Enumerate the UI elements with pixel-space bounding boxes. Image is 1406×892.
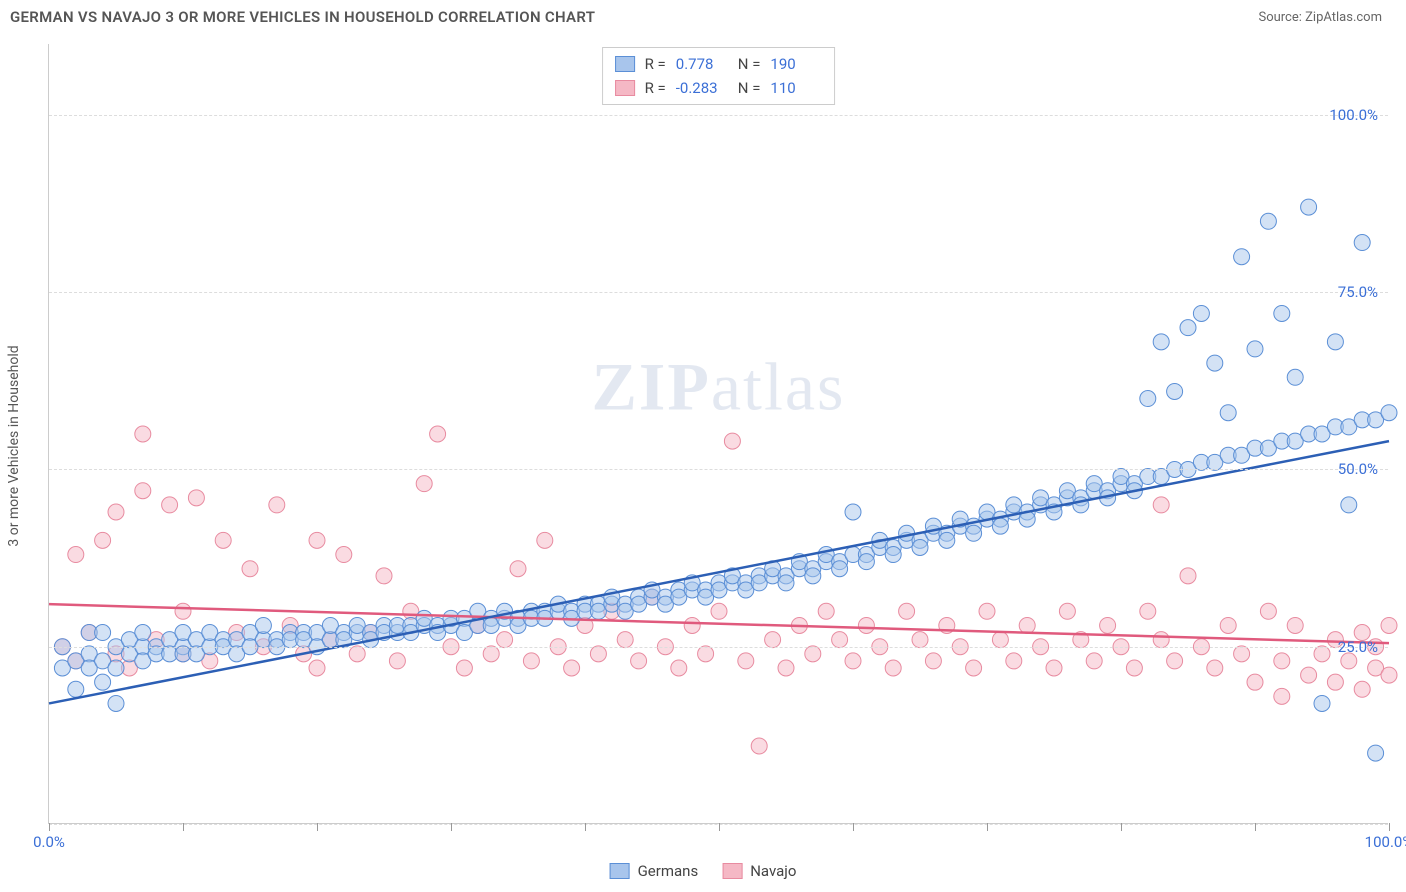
- y-tick-label: 100.0%: [1329, 106, 1378, 124]
- swatch-germans-icon: [610, 863, 630, 879]
- stats-row-germans: R = 0.778 N = 190: [615, 52, 823, 76]
- y-axis-label: 3 or more Vehicles in Household: [6, 345, 22, 546]
- legend-bottom: Germans Navajo: [610, 862, 797, 880]
- x-tick-label: 100.0%: [1365, 833, 1406, 851]
- y-tick-label: 50.0%: [1338, 460, 1378, 478]
- y-tick-label: 25.0%: [1338, 638, 1378, 656]
- swatch-navajo-icon: [722, 863, 742, 879]
- swatch-navajo: [615, 80, 635, 96]
- source-attribution: Source: ZipAtlas.com: [1258, 10, 1382, 25]
- legend-item-germans: Germans: [610, 862, 699, 880]
- chart-title: GERMAN VS NAVAJO 3 OR MORE VEHICLES IN H…: [10, 8, 595, 26]
- y-tick-label: 75.0%: [1338, 283, 1378, 301]
- x-tick-label: 0.0%: [33, 833, 65, 851]
- swatch-germans: [615, 56, 635, 72]
- stats-legend-box: R = 0.778 N = 190 R = -0.283 N = 110: [602, 47, 836, 105]
- stats-row-navajo: R = -0.283 N = 110: [615, 76, 823, 100]
- chart-plot-area: ZIPatlas R = 0.778 N = 190 R = -0.283 N …: [48, 44, 1388, 824]
- chart-header: GERMAN VS NAVAJO 3 OR MORE VEHICLES IN H…: [0, 0, 1406, 30]
- legend-item-navajo: Navajo: [722, 862, 796, 880]
- scatter-plot-svg: [49, 44, 1388, 823]
